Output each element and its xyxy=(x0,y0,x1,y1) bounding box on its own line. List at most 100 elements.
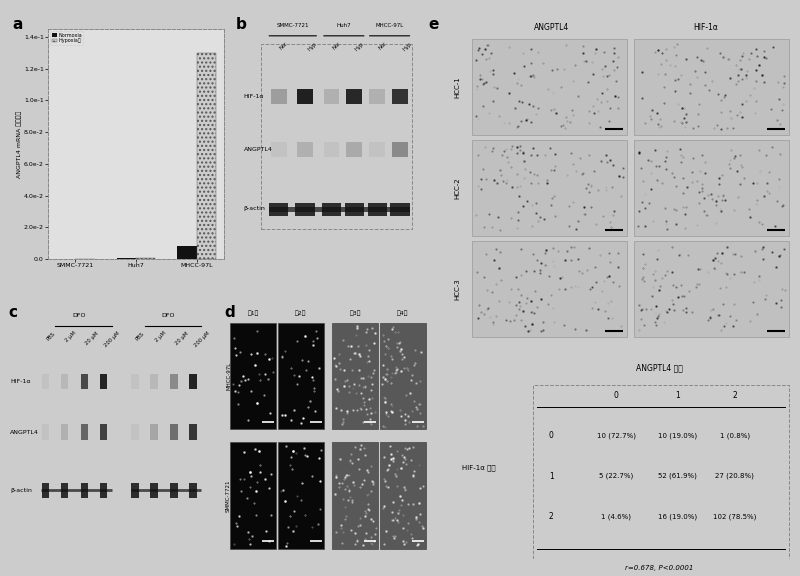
Text: 第1局: 第1局 xyxy=(247,310,259,316)
Text: Hyp: Hyp xyxy=(354,41,366,52)
Text: r=0.678, P<0.0001: r=0.678, P<0.0001 xyxy=(625,566,694,571)
Text: 10 (19.0%): 10 (19.0%) xyxy=(658,433,697,439)
Text: 20 μM: 20 μM xyxy=(85,331,99,346)
Text: ANGPTL4 分値: ANGPTL4 分値 xyxy=(636,364,682,373)
Text: 5 (22.7%): 5 (22.7%) xyxy=(599,473,633,479)
Text: HCC-3: HCC-3 xyxy=(454,278,461,300)
Bar xyxy=(100,425,107,439)
Bar xyxy=(190,483,197,498)
Text: a: a xyxy=(12,17,22,32)
Text: 第4局: 第4局 xyxy=(397,310,409,316)
Bar xyxy=(81,425,88,439)
Text: 2: 2 xyxy=(549,512,554,521)
Text: PBS: PBS xyxy=(46,331,56,341)
Legend: Normoxia, Hypoxia组: Normoxia, Hypoxia组 xyxy=(50,31,83,45)
Bar xyxy=(298,142,313,157)
Bar xyxy=(370,89,386,104)
Bar xyxy=(368,203,387,216)
Bar xyxy=(81,374,88,389)
Text: 0: 0 xyxy=(549,431,554,440)
Bar xyxy=(322,203,342,216)
Bar xyxy=(190,425,197,439)
Bar xyxy=(178,247,197,259)
Bar xyxy=(150,374,158,389)
Text: 2 μM: 2 μM xyxy=(154,331,166,343)
Text: β-actin: β-actin xyxy=(243,206,266,211)
Text: 第2局: 第2局 xyxy=(295,310,306,316)
Text: MHCC-97L: MHCC-97L xyxy=(226,362,231,391)
Text: PBS: PBS xyxy=(135,331,146,341)
Text: Hyp: Hyp xyxy=(307,41,318,52)
Text: 10 (72.7%): 10 (72.7%) xyxy=(597,433,635,439)
Bar xyxy=(634,39,789,135)
Bar xyxy=(261,44,413,229)
Text: 第3片: 第3片 xyxy=(350,310,361,316)
Bar xyxy=(170,374,178,389)
Text: 27 (20.8%): 27 (20.8%) xyxy=(715,473,754,479)
Bar xyxy=(380,323,426,430)
Text: Nor: Nor xyxy=(278,41,289,51)
Bar xyxy=(117,258,136,259)
Text: MHCC-97L: MHCC-97L xyxy=(375,22,404,28)
Text: 52 (61.9%): 52 (61.9%) xyxy=(658,473,697,479)
Text: 2: 2 xyxy=(733,391,737,400)
Bar xyxy=(131,374,138,389)
Text: HCC-1: HCC-1 xyxy=(454,76,461,98)
Bar xyxy=(634,140,789,236)
Text: 1: 1 xyxy=(675,391,679,400)
Text: SMMC-7721: SMMC-7721 xyxy=(226,479,231,511)
Bar xyxy=(230,323,276,430)
Bar xyxy=(190,374,197,389)
Bar xyxy=(295,203,315,216)
Bar xyxy=(332,323,378,430)
Bar xyxy=(323,89,339,104)
Bar xyxy=(170,483,178,498)
Text: Nor: Nor xyxy=(331,41,342,51)
Bar xyxy=(346,142,362,157)
Bar xyxy=(61,425,68,439)
Bar xyxy=(61,374,68,389)
Bar xyxy=(42,483,49,498)
Bar xyxy=(230,442,276,548)
Bar xyxy=(150,425,158,439)
Bar xyxy=(278,442,324,548)
Bar xyxy=(42,425,49,439)
Bar xyxy=(392,142,408,157)
Bar xyxy=(270,89,286,104)
Bar xyxy=(298,89,313,104)
Bar xyxy=(472,241,627,337)
Bar xyxy=(346,89,362,104)
Text: 16 (19.0%): 16 (19.0%) xyxy=(658,514,697,520)
Text: HIF-1α: HIF-1α xyxy=(10,379,30,384)
Bar xyxy=(170,425,178,439)
Text: c: c xyxy=(8,305,17,320)
Bar xyxy=(100,483,107,498)
Bar xyxy=(345,203,364,216)
Bar xyxy=(100,374,107,389)
Bar xyxy=(81,483,88,498)
Bar xyxy=(534,385,789,576)
Text: Nor: Nor xyxy=(378,41,387,51)
Bar xyxy=(131,483,138,498)
Bar xyxy=(150,483,158,498)
Bar xyxy=(61,483,68,498)
Text: HIF-1α 分値: HIF-1α 分値 xyxy=(462,465,496,471)
Bar xyxy=(270,142,286,157)
Text: DFO: DFO xyxy=(72,313,86,318)
Bar xyxy=(197,52,216,259)
Text: b: b xyxy=(236,17,247,32)
Text: β-actin: β-actin xyxy=(10,488,32,493)
Text: 200 μM: 200 μM xyxy=(104,331,121,348)
Bar xyxy=(472,39,627,135)
Text: 1 (0.8%): 1 (0.8%) xyxy=(720,433,750,439)
Text: HIF-1α: HIF-1α xyxy=(694,22,718,32)
Bar xyxy=(136,257,155,259)
Bar xyxy=(42,374,49,389)
Bar xyxy=(332,442,378,548)
Text: ANGPTL4: ANGPTL4 xyxy=(534,22,569,32)
Text: ANGPTL4: ANGPTL4 xyxy=(243,147,272,152)
Bar xyxy=(323,142,339,157)
Text: ANGPTL4: ANGPTL4 xyxy=(10,430,39,434)
Text: 2 μM: 2 μM xyxy=(65,331,78,343)
Bar xyxy=(269,203,289,216)
